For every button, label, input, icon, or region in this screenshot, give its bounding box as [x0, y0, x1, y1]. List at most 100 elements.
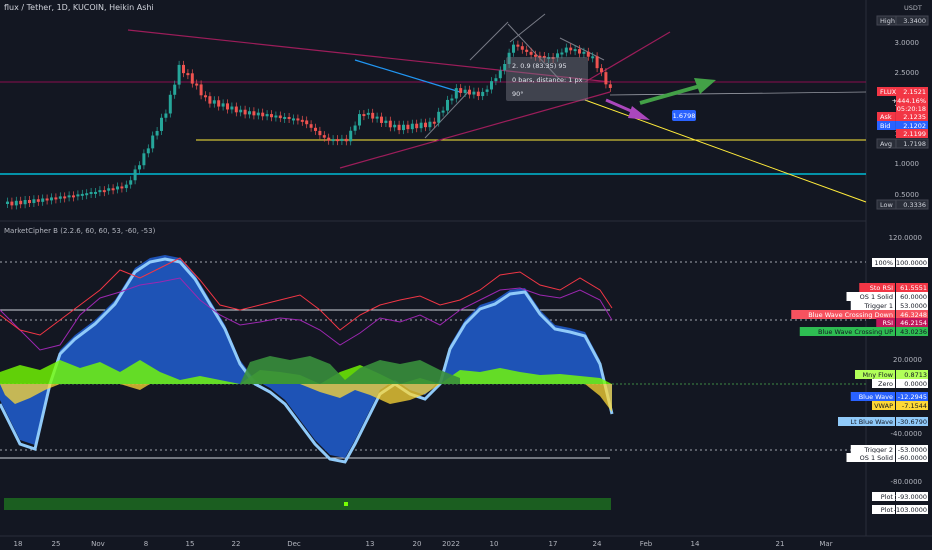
- indicator-label-value-bg: [896, 258, 928, 267]
- time-axis-tick: Nov: [91, 540, 105, 548]
- candle-body: [296, 118, 300, 121]
- candle-body: [362, 114, 366, 117]
- indicator-label-name-bg: [876, 318, 895, 327]
- candle-body: [608, 84, 612, 88]
- price-pane[interactable]: [0, 13, 867, 210]
- time-axis-tick: 2022: [442, 540, 460, 548]
- candle-body: [300, 119, 304, 122]
- candle-body: [146, 148, 150, 154]
- indicator-label-name: RSI: [882, 319, 893, 327]
- indicator-label-value-bg: [896, 283, 928, 292]
- candle-body: [243, 109, 247, 115]
- candle-body: [151, 135, 155, 149]
- candle-body: [45, 198, 49, 201]
- price-label-value: 2.1521: [903, 88, 926, 96]
- indicator-label-value-bg: [896, 505, 928, 514]
- target-price-marker[interactable]: [672, 110, 696, 121]
- candle-body: [221, 103, 225, 107]
- price-axis-tick: 3.0000: [895, 39, 920, 47]
- tooltip-line-1: 2. 0.9 (83.35) 95: [512, 62, 567, 70]
- candle-body: [468, 89, 471, 95]
- candle-body: [318, 130, 322, 136]
- candle-body: [239, 109, 243, 113]
- indicator-label-name: OS 1 Solid: [860, 293, 893, 301]
- indicator-title[interactable]: MarketCipher B (2.2.6, 60, 60, 53, -60, …: [4, 227, 156, 235]
- price-label-value: 2.1202: [903, 122, 926, 130]
- candle-body: [111, 188, 115, 191]
- price-label-value-bg: [895, 138, 929, 149]
- candle-body: [278, 115, 282, 119]
- target-price-label: 1.6798: [673, 112, 696, 120]
- candle-body: [582, 51, 586, 54]
- candle-body: [102, 190, 106, 193]
- time-axis-tick: 21: [776, 540, 785, 548]
- candle-body: [292, 118, 295, 121]
- candle-body: [6, 201, 9, 204]
- candle-body: [507, 52, 511, 64]
- time-axis-tick: 14: [691, 540, 700, 548]
- candle-body: [454, 88, 458, 99]
- indicator-label-name-bg: [850, 445, 895, 454]
- candle-body: [230, 106, 234, 110]
- candle-body: [481, 91, 485, 97]
- price-label-value-bg: [896, 129, 928, 138]
- indicator-label-value-bg: [896, 492, 928, 501]
- indicator-label-name: Zero: [878, 380, 893, 388]
- indicator-label-value: 43.0236: [900, 328, 927, 336]
- candle-body: [446, 99, 449, 111]
- price-label-value-bg: [895, 15, 929, 26]
- candle-body: [529, 51, 533, 55]
- price-label-value-bg: [896, 112, 928, 121]
- candle-body: [437, 111, 441, 123]
- candle-body: [155, 130, 159, 136]
- candle-body: [168, 94, 172, 114]
- indicator-label-name: Trigger 2: [863, 446, 893, 454]
- candle-body: [204, 95, 207, 98]
- momentum-bar: [4, 498, 611, 510]
- candle-body: [428, 121, 432, 128]
- candle-body: [578, 49, 581, 54]
- indicator-labels: 100% 100.0000 Sto RSI 61.5551 OS 1 Solid 60.0…: [791, 258, 928, 514]
- candle-body: [604, 72, 608, 85]
- candle-body: [252, 111, 256, 116]
- candle-body: [384, 120, 388, 123]
- candle-body: [494, 78, 498, 82]
- candle-body: [217, 100, 221, 107]
- candle-body: [107, 188, 111, 191]
- indicator-label-value-bg: [896, 392, 928, 401]
- tooltip-line-3: 90°: [512, 90, 524, 98]
- indicator-label-name-bg: [872, 492, 895, 501]
- ruler-tooltip: 2. 0.9 (83.35) 95 0 bars, distance: 1 px…: [506, 57, 588, 101]
- candle-body: [595, 56, 599, 69]
- candle-body: [322, 135, 326, 138]
- candle-body: [309, 124, 313, 128]
- price-label-value-bg: [896, 104, 928, 113]
- candle-body: [331, 139, 335, 142]
- indicator-label-value-bg: [896, 292, 928, 301]
- time-axis-tick: 24: [593, 540, 602, 548]
- candle-body: [274, 115, 278, 118]
- candle-body: [556, 53, 559, 58]
- price-label-value-bg: [896, 121, 928, 130]
- candle-body: [58, 196, 62, 199]
- indicator-label-name: VWAP: [874, 402, 893, 410]
- candle-body: [498, 70, 502, 79]
- candle-body: [160, 117, 163, 131]
- indicator-label-value-bg: [896, 401, 928, 410]
- price-label-name-bg: [877, 121, 896, 130]
- indicator-label-name-bg: [850, 392, 895, 401]
- indicator-axis-tick: -80.0000: [891, 478, 922, 486]
- symbol-title[interactable]: flux / Tether, 1D, KUCOIN, Heikin Ashi: [4, 3, 154, 12]
- indicator-label-name-bg: [791, 310, 895, 319]
- candle-body: [305, 120, 309, 125]
- candle-body: [265, 114, 269, 117]
- time-axis[interactable]: 18 25 Nov 8 15 22 Dec 13 20 2022 10 17 24 Feb 14 21 Mar: [14, 540, 833, 548]
- indicator-label-value-bg: [896, 370, 928, 379]
- price-axis-tick: 0.5000: [895, 191, 920, 199]
- indicator-label-value-bg: [896, 318, 928, 327]
- momentum-dot: [344, 502, 348, 506]
- price-label-name: Avg: [880, 140, 892, 148]
- indicator-pane[interactable]: [0, 255, 866, 510]
- indicator-label-value: 46.2154: [900, 319, 927, 327]
